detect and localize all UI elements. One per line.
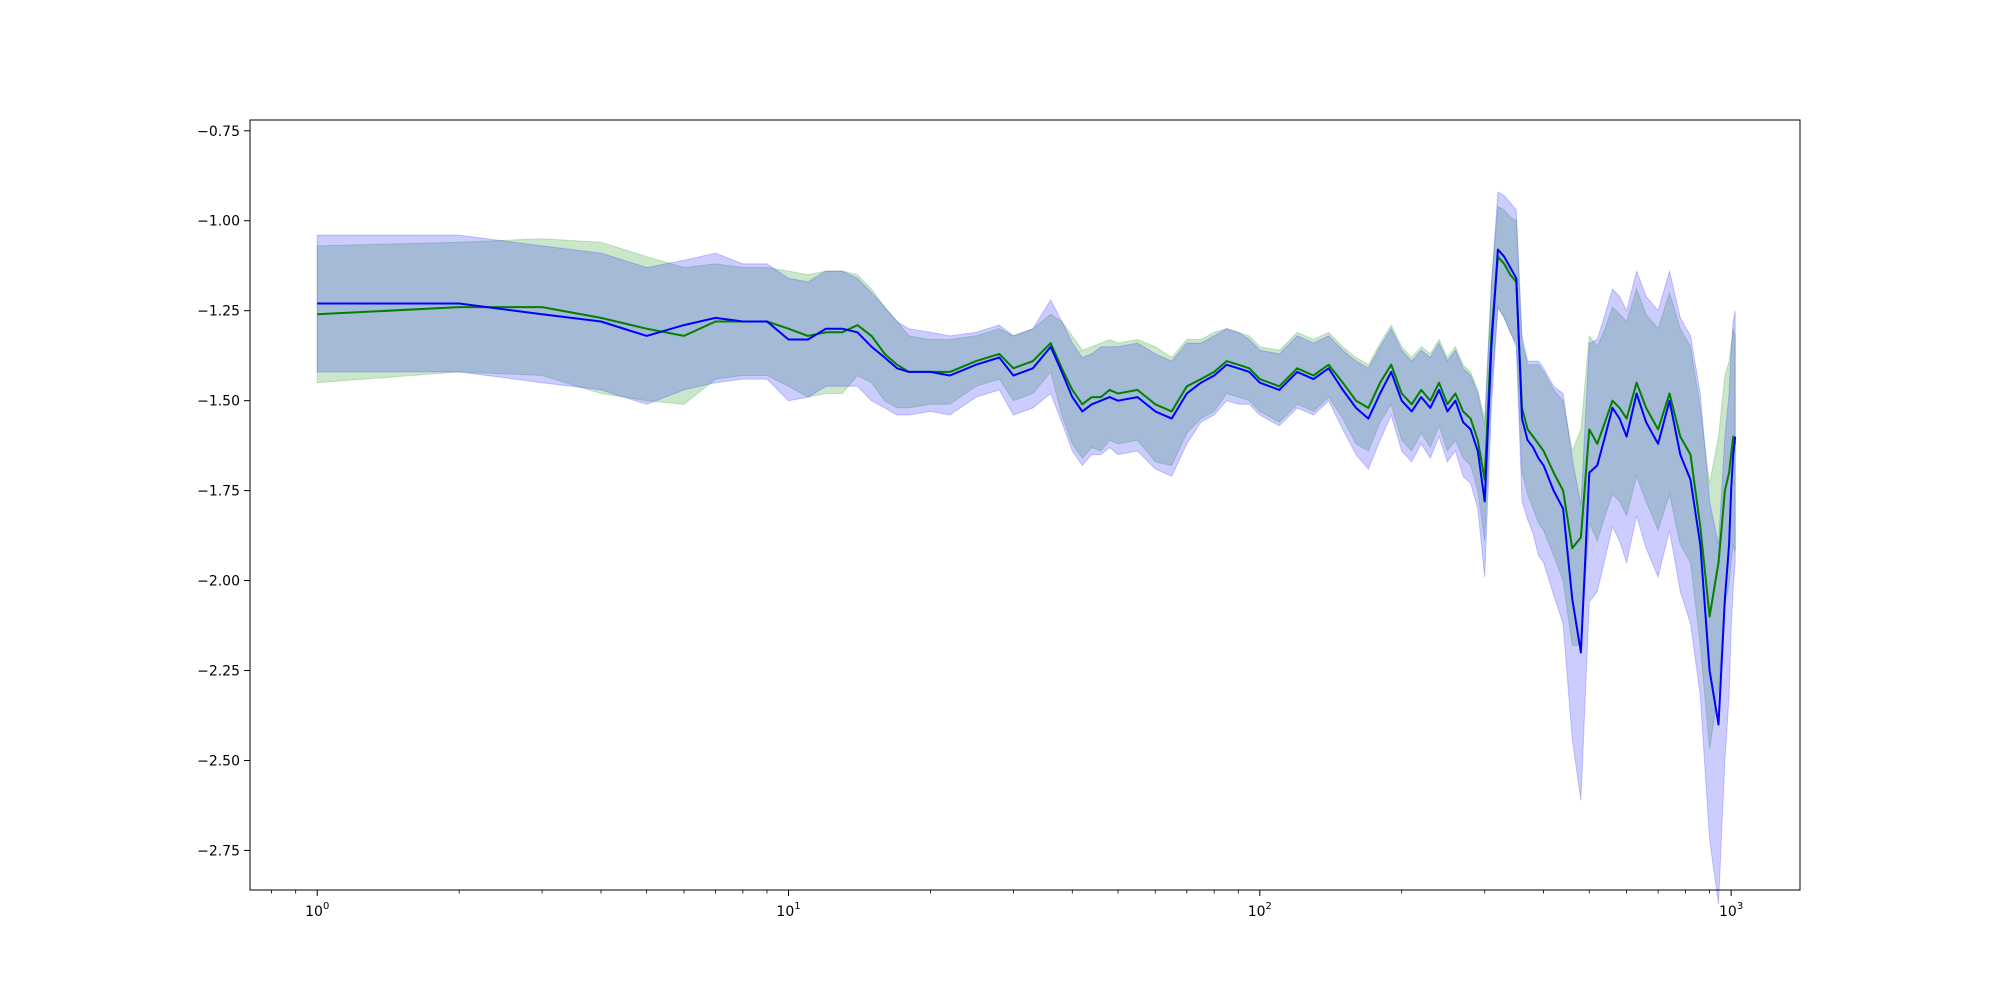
y-tick-label-5: −2.00: [197, 574, 240, 590]
y-tick-label-8: −2.75: [197, 843, 240, 859]
y-tick-label-0: −0.75: [197, 124, 240, 140]
series-lines: [317, 248, 1737, 726]
series-1-line: [317, 248, 1737, 726]
confidence-bands: [316, 191, 1736, 905]
y-tick-label-2: −1.25: [197, 304, 240, 320]
y-tick-label-4: −1.75: [197, 484, 240, 500]
x-tick-label-2: 102: [1248, 901, 1272, 920]
x-tick-label-3: 103: [1719, 901, 1743, 920]
y-tick-label-7: −2.50: [197, 753, 240, 769]
series-0-band: [316, 205, 1736, 750]
y-tick-label-3: −1.50: [197, 394, 240, 410]
x-tick-label-1: 101: [776, 901, 800, 920]
series-0-line: [317, 255, 1737, 618]
y-tick-label-6: −2.25: [197, 664, 240, 680]
x-tick-label-0: 100: [305, 901, 329, 920]
series-1-band: [316, 191, 1736, 905]
y-tick-label-1: −1.00: [197, 214, 240, 230]
y-axis: −0.75 −1.00 −1.25 −1.50 −1.75 −2.00 −2.25 −2.50…: [197, 124, 250, 859]
plot-frame: [249, 119, 1801, 891]
x-axis: 100 101 102 103: [271, 890, 1743, 920]
